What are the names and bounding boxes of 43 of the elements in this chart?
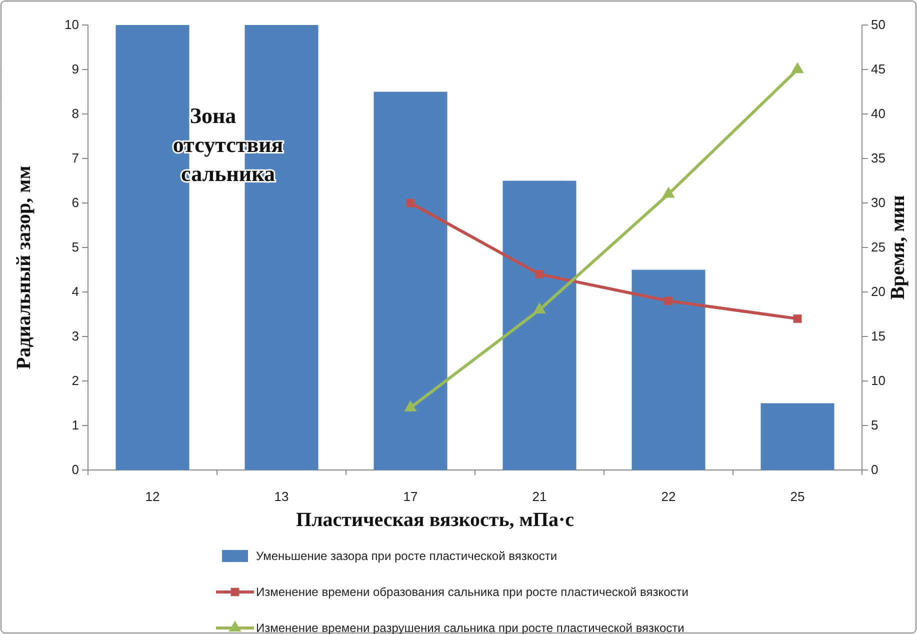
y-tick-label: 3 xyxy=(72,328,79,344)
x-tick-label: 21 xyxy=(532,489,547,504)
point xyxy=(662,186,675,198)
y2-tick-label: 30 xyxy=(871,195,886,210)
x-tick-label: 12 xyxy=(145,489,160,504)
point xyxy=(793,314,802,323)
x-tick-label: 25 xyxy=(790,489,805,504)
y-tick-label: 1 xyxy=(72,418,79,433)
legend-label: Изменение времени образования сальника при росте пластической вязкости xyxy=(256,585,688,599)
y2-tick-label: 40 xyxy=(871,106,886,122)
y-tick-label: 10 xyxy=(64,17,79,32)
x-tick-label: 13 xyxy=(274,489,289,504)
x-axis-title: Пластическая вязкость, мПа·с xyxy=(296,509,574,531)
y2-tick-label: 50 xyxy=(871,17,886,32)
point xyxy=(664,296,673,306)
y-tick-label: 9 xyxy=(72,62,79,77)
point xyxy=(791,62,804,74)
y2-tick-label: 0 xyxy=(871,462,878,478)
y-tick-label: 8 xyxy=(72,106,79,122)
bar xyxy=(502,180,576,470)
y2-axis-title: Время, мин xyxy=(887,195,909,300)
bar xyxy=(632,270,706,470)
bar xyxy=(760,403,834,470)
bar xyxy=(374,92,448,470)
y2-tick-label: 45 xyxy=(871,62,886,77)
y2-tick-label: 35 xyxy=(871,150,886,166)
y-tick-label: 0 xyxy=(72,462,79,478)
y-tick-label: 4 xyxy=(72,284,79,300)
y-tick-label: 2 xyxy=(72,373,79,388)
y-tick-label: 5 xyxy=(72,240,79,255)
legend-label: Уменьшение зазора при росте пластической вязкости xyxy=(256,549,558,563)
x-tick-label: 22 xyxy=(661,489,676,504)
point xyxy=(406,198,415,208)
y2-tick-label: 20 xyxy=(871,284,886,300)
point xyxy=(535,270,544,278)
y-axis-title: Радиальный зазор, мм xyxy=(13,166,35,370)
y2-tick-label: 10 xyxy=(871,373,886,388)
x-tick-label: 17 xyxy=(403,489,418,504)
y-tick-label: 6 xyxy=(72,195,79,210)
y2-tick-label: 5 xyxy=(871,418,878,433)
y2-tick-label: 15 xyxy=(871,328,886,344)
y2-tick-label: 25 xyxy=(871,240,886,255)
y-tick-label: 7 xyxy=(72,150,79,166)
